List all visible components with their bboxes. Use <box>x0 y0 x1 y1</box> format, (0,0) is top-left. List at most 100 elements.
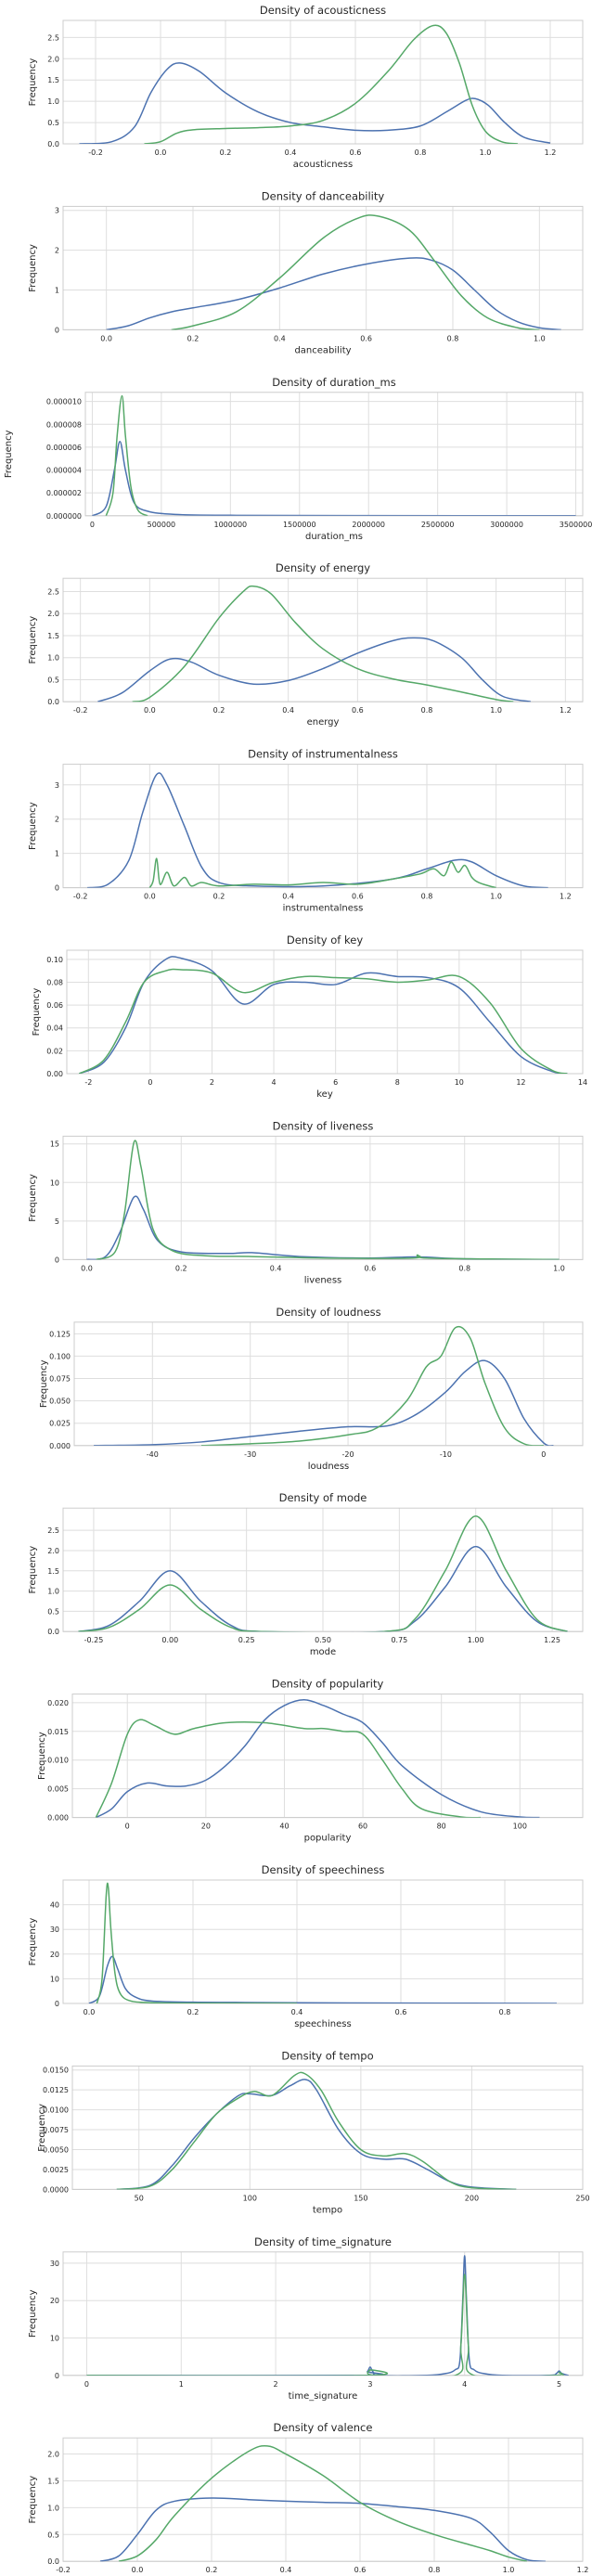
x-tick-label: 1.0 <box>534 334 546 342</box>
y-tick-label: 0.050 <box>49 1397 71 1406</box>
chart-panel-10: Density of popularity 0 20 40 60 80 100 0.000 0.… <box>37 1678 584 1844</box>
y-tick-label: 0.0125 <box>43 2086 69 2094</box>
x-axis-label: speechiness <box>294 2019 351 2029</box>
x-tick-label: 1.2 <box>560 706 572 715</box>
x-tick-label: 3000000 <box>490 521 523 529</box>
x-tick-label: 0.2 <box>220 148 232 157</box>
x-tick-label: 1.0 <box>503 2566 515 2574</box>
y-tick-label: 0.04 <box>46 1024 63 1033</box>
y-tick-label: 0.000000 <box>46 512 82 521</box>
y-axis-label: Frequency <box>37 2104 47 2152</box>
x-tick-label: 0.8 <box>447 334 459 342</box>
x-tick-label: 0 <box>90 521 95 529</box>
y-tick-label: 2.0 <box>47 610 59 618</box>
y-tick-label: 30 <box>50 2260 59 2268</box>
y-tick-label: 30 <box>50 1926 59 1934</box>
x-tick-label: 0.6 <box>395 2008 407 2016</box>
chart-title: Density of popularity <box>272 1678 384 1691</box>
x-tick-label: 8 <box>395 1078 400 1087</box>
x-tick-label: 2 <box>274 2380 278 2389</box>
plot-area <box>74 1321 583 1446</box>
x-tick-label: -20 <box>342 1450 354 1459</box>
x-tick-label: 0.6 <box>352 706 364 715</box>
x-tick-label: 0.2 <box>213 706 225 715</box>
series-line-blue <box>92 441 576 516</box>
y-axis-label: Frequency <box>39 1359 49 1408</box>
plot-area <box>67 950 583 1074</box>
y-tick-label: 2.0 <box>47 1547 59 1555</box>
y-tick-label: 10 <box>50 1975 59 1983</box>
x-tick-label: -30 <box>244 1450 256 1459</box>
y-tick-label: 0.08 <box>46 978 63 986</box>
x-tick-label: 100 <box>243 2194 257 2202</box>
x-tick-label: -0.2 <box>56 2566 71 2574</box>
series-line-green <box>171 214 540 330</box>
y-tick-label: 0 <box>55 884 59 893</box>
x-tick-label: 0.8 <box>421 893 433 901</box>
y-axis-label: Frequency <box>28 244 38 292</box>
y-tick-label: 1.0 <box>47 1588 59 1596</box>
y-tick-label: 2.0 <box>47 55 59 63</box>
x-axis-label: loudness <box>308 1462 350 1472</box>
x-tick-label: 40 <box>279 1823 289 1831</box>
y-tick-label: 20 <box>50 1951 59 1959</box>
y-tick-label: 1.0 <box>47 654 59 663</box>
x-tick-label: 0.2 <box>187 334 199 342</box>
y-tick-label: 15 <box>50 1140 59 1149</box>
y-tick-label: 0 <box>55 1256 59 1264</box>
chart-panel-7: Density of liveness 0.0 0.2 0.4 0.6 0.8 1.0 0 5 1… <box>28 1119 584 1285</box>
x-axis-label: instrumentalness <box>283 904 364 914</box>
x-axis-label: mode <box>310 1647 336 1657</box>
x-tick-label: 1500000 <box>283 521 316 529</box>
series-line-green <box>118 2444 528 2562</box>
x-tick-label: 0.8 <box>421 706 433 715</box>
series-line-blue <box>106 257 561 330</box>
y-tick-label: 2.5 <box>47 33 59 42</box>
y-tick-label: 1.0 <box>47 97 59 106</box>
x-tick-label: 1.25 <box>544 1636 560 1644</box>
plot-area <box>63 206 583 330</box>
x-tick-label: 1.00 <box>468 1636 484 1644</box>
x-tick-label: 0.4 <box>282 706 294 715</box>
y-tick-label: 0 <box>55 2372 59 2380</box>
chart-title: Density of acousticness <box>260 4 386 17</box>
y-tick-label: 10 <box>50 1179 59 1187</box>
y-tick-label: 0.5 <box>47 119 59 127</box>
x-tick-label: 2000000 <box>352 521 385 529</box>
x-axis-label: key <box>316 1089 333 1100</box>
y-tick-label: 2 <box>55 816 59 824</box>
x-tick-label: 0.4 <box>274 334 286 342</box>
x-tick-label: 0.8 <box>415 148 427 157</box>
y-tick-label: 0.5 <box>47 676 59 684</box>
series-line-green <box>96 1140 560 1260</box>
x-tick-label: 6 <box>333 1078 338 1087</box>
y-tick-label: 0.0 <box>47 1628 59 1636</box>
x-tick-label: 0.0 <box>81 1264 93 1272</box>
x-tick-label: 1.2 <box>577 2566 589 2574</box>
series-line-green <box>144 24 519 144</box>
y-tick-label: 0.0 <box>47 698 59 706</box>
x-tick-label: 0 <box>125 1823 130 1831</box>
y-tick-label: 0.000010 <box>46 398 82 406</box>
y-tick-label: 0.06 <box>46 1001 63 1010</box>
y-tick-label: 0.015 <box>47 1728 69 1736</box>
plot-frame <box>62 19 584 145</box>
y-tick-label: 0.0 <box>47 2557 59 2566</box>
y-axis-label: Frequency <box>28 616 38 664</box>
chart-panel-6: Density of key -2 0 2 4 6 8 10 12 14 0.00 0.02 0.04 0… <box>32 934 587 1100</box>
x-tick-label: 0.2 <box>206 2566 218 2574</box>
x-tick-label: 1 <box>179 2380 184 2389</box>
y-tick-label: 0.0075 <box>43 2126 69 2134</box>
chart-panel-3: Density of duration_ms 0 500000 1000000 1500… <box>4 376 592 542</box>
x-tick-label: 0.4 <box>291 2008 303 2016</box>
y-axis-label: Frequency <box>28 2476 38 2524</box>
y-tick-label: 0.010 <box>47 1757 69 1765</box>
x-tick-label: 14 <box>578 1078 587 1087</box>
series-line-green <box>105 394 148 516</box>
x-tick-label: -0.2 <box>73 706 88 715</box>
x-tick-label: -10 <box>440 1450 452 1459</box>
plot-area <box>63 764 583 888</box>
plot-area <box>63 20 583 144</box>
chart-panel-9: Density of mode-0.25 0.00 0.25 0.50 0.75 1.00… <box>28 1491 584 1657</box>
